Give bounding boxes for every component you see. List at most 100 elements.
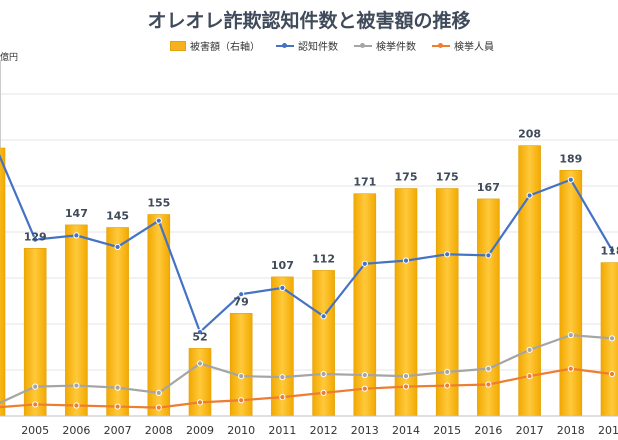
series-point-0-2017 [526,192,533,199]
series-point-2-2008 [155,404,162,411]
series-point-1-2006 [73,382,80,389]
legend-label-recognized: 認知件数 [298,42,338,53]
series-point-0-2011 [279,284,286,291]
x-tick-label: 2013 [351,424,379,437]
series-point-1-2015 [444,368,451,375]
bar-layer [0,145,618,417]
bar-2009 [188,348,212,417]
bar-2004 [0,147,6,417]
series-point-2-2010 [238,397,245,404]
x-tick-label: 2018 [557,424,585,437]
bar-value-label: 175 [395,171,418,184]
series-point-2-2013 [361,385,368,392]
bar-value-label: 175 [436,171,459,184]
series-point-1-2019 [608,335,616,342]
x-tick-label: 2008 [145,424,173,437]
series-line-0 [0,154,613,334]
bar-value-label: 145 [106,210,129,223]
series-point-1-2009 [196,360,204,367]
series-point-0-2009 [196,328,204,336]
chart-title: オレオレ詐欺認知件数と被害額の推移 [147,10,471,32]
x-tick-label: 2007 [104,424,132,437]
grid-layer [0,60,618,417]
series-point-2-2017 [526,373,533,380]
series-point-1-2014 [402,373,410,380]
series-point-2-2011 [279,394,286,401]
x-tick-label: 2019 [598,424,618,437]
bar-value-label: 79 [234,295,249,308]
series-point-1-2011 [279,374,286,381]
x-tick-label: 2010 [227,424,255,437]
legend-swatch-damage [170,40,186,51]
series-point-0-2019 [608,247,616,254]
series-point-2-2014 [402,383,410,390]
legend-item-cleared: 検挙件数 [354,38,416,53]
unit-label: 億円 [0,53,19,63]
bar-value-label: 129 [24,230,47,243]
series-point-1-2018 [567,332,574,339]
bar-value-label: 155 [147,197,170,210]
series-point-0-2016 [485,252,492,259]
bar-value-label: 167 [477,181,500,194]
bar-2013 [353,193,377,417]
legend-label-cleared: 検挙件数 [376,42,416,53]
x-tick-label: 2015 [433,424,461,437]
series-point-0-2010 [238,291,245,298]
series-point-2-2012 [320,389,327,396]
series-point-0-2015 [444,251,451,258]
legend: 被害額（右軸） 認知件数 検挙件数 検挙人員 [170,38,494,53]
bar-value-label: 208 [518,128,541,141]
bar-2015 [435,188,459,417]
bar-value-label: 147 [65,207,88,220]
series-point-1-2008 [155,389,162,396]
series-point-0-2012 [320,313,327,320]
bar-value-label: 171 [353,176,376,189]
legend-swatch-arrested [432,42,450,48]
bar-value-label: 189 [559,152,582,165]
legend-item-recognized: 認知件数 [276,38,338,53]
bar-2018 [559,170,583,417]
legend-swatch-recognized [276,42,294,48]
series-point-1-2010 [238,373,245,380]
x-tick-label: 2009 [186,424,214,437]
series-point-0-2005 [32,236,39,243]
label-layer: 129 147 145 155 52 79 107 112 171 175 175 167 208 189… [24,128,618,344]
x-tick-label: 2017 [516,424,544,437]
series-point-0-2008 [155,217,162,224]
x-tick-label: 2011 [268,424,296,437]
legend-label-arrested: 検挙人員 [454,42,494,53]
series-point-1-2007 [114,384,121,391]
bar-value-label: 112 [312,252,335,265]
series-point-2-2016 [485,381,492,388]
line-layer [0,154,616,411]
series-line-1 [0,334,613,404]
series-point-2-2006 [73,402,80,409]
series-point-1-2017 [526,346,533,353]
series-point-1-2005 [32,383,39,390]
series-point-0-2014 [402,257,410,264]
series-point-1-2016 [485,365,492,372]
legend-item-damage: 被害額（右軸） [170,38,260,53]
bar-2008 [147,214,171,417]
series-point-1-2013 [361,371,368,379]
x-tick-label: 2016 [474,424,502,437]
legend-label-damage: 被害額（右軸） [190,42,260,53]
series-point-1-2012 [320,370,327,378]
series-point-2-2015 [444,382,451,389]
series-point-0-2006 [73,232,80,239]
bar-value-label: 107 [271,259,294,272]
x-tick-label: 2012 [310,424,338,437]
bar-value-label: 52 [192,330,207,343]
series-point-2-2005 [32,401,39,408]
axis-layer: 4200520062007200820092010201120122013201… [0,415,618,437]
bar-value-label: 118 [601,245,618,258]
series-point-2-2018 [567,365,574,372]
bar-2014 [394,188,418,417]
series-point-0-2013 [361,260,368,267]
x-tick-label: 2014 [392,424,420,437]
series-point-2-2007 [114,403,121,410]
series-point-0-2018 [567,176,574,183]
series-point-2-2009 [196,399,204,406]
